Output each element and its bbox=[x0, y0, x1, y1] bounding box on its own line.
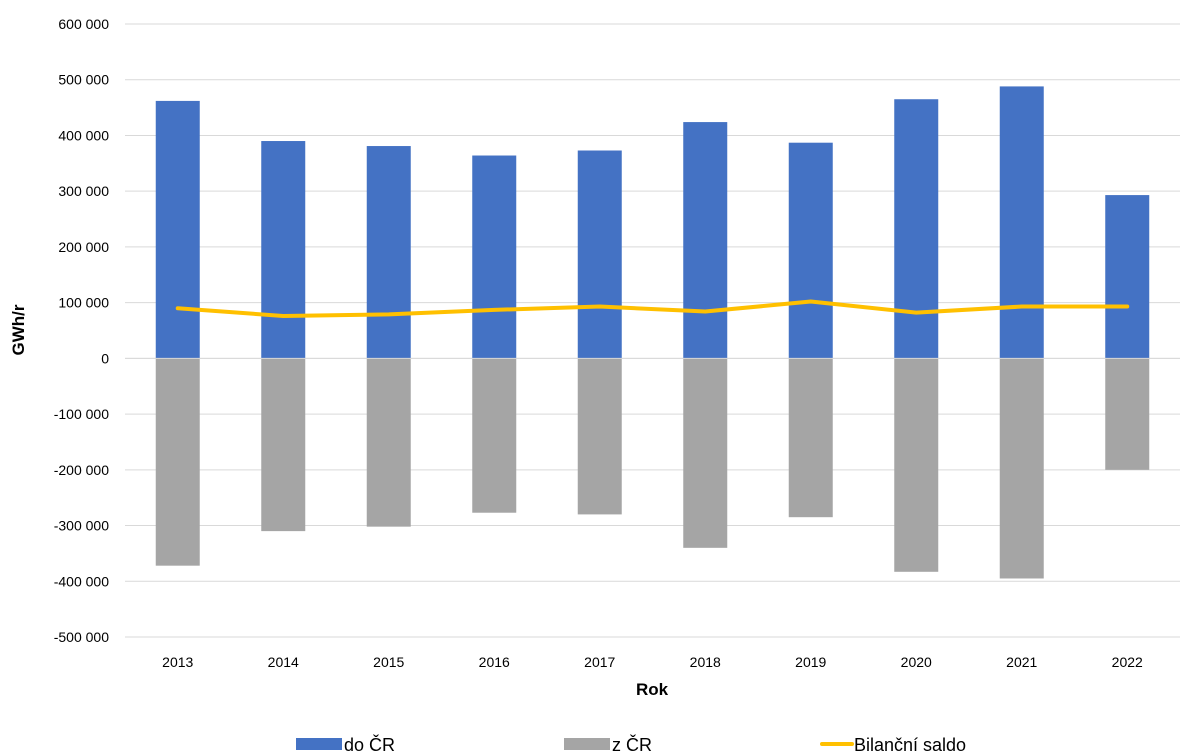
y-tick-labels: 600 000 500 000 400 000 300 000 200 000 100 0… bbox=[54, 16, 109, 645]
export-bar bbox=[366, 358, 411, 527]
x-axis-title: Rok bbox=[636, 680, 669, 699]
legend: do ČR z ČR Bilanční saldo bbox=[296, 734, 966, 753]
x-tick-label: 2022 bbox=[1112, 654, 1143, 670]
export-bar bbox=[155, 358, 200, 566]
import-bar bbox=[894, 99, 939, 359]
import-bar bbox=[683, 122, 728, 359]
x-tick-labels: 2013 2014 2015 2016 2017 2018 2019 2020 2021 2022 bbox=[162, 654, 1143, 670]
export-bar bbox=[894, 358, 939, 572]
x-tick-label: 2016 bbox=[479, 654, 510, 670]
export-bar bbox=[472, 358, 517, 513]
import-bar bbox=[788, 142, 833, 359]
y-tick-label: -500 000 bbox=[54, 629, 109, 645]
import-bar bbox=[155, 100, 200, 359]
y-tick-label: 100 000 bbox=[58, 295, 109, 311]
y-tick-label: -300 000 bbox=[54, 518, 109, 534]
export-bar bbox=[1105, 358, 1150, 470]
y-tick-label: -100 000 bbox=[54, 406, 109, 422]
balance-line-group bbox=[175, 299, 1130, 319]
y-tick-label: 200 000 bbox=[58, 239, 109, 255]
export-bar bbox=[261, 358, 306, 532]
import-bar bbox=[577, 150, 622, 359]
y-tick-label: -400 000 bbox=[54, 573, 109, 589]
legend-swatch bbox=[564, 738, 610, 750]
x-tick-label: 2021 bbox=[1006, 654, 1037, 670]
export-bar bbox=[683, 358, 728, 548]
x-tick-label: 2020 bbox=[901, 654, 932, 670]
x-tick-label: 2019 bbox=[795, 654, 826, 670]
legend-label: Bilanční saldo bbox=[854, 735, 966, 753]
y-tick-label: 0 bbox=[101, 350, 109, 366]
balance-line bbox=[175, 299, 1130, 319]
export-bar bbox=[577, 358, 622, 515]
x-tick-label: 2014 bbox=[268, 654, 299, 670]
bars bbox=[125, 86, 1180, 579]
x-tick-label: 2017 bbox=[584, 654, 615, 670]
import-bar bbox=[472, 155, 517, 359]
y-tick-label: -200 000 bbox=[54, 462, 109, 478]
y-axis-title: GWh/r bbox=[9, 304, 28, 355]
export-bar bbox=[999, 358, 1044, 579]
legend-swatch bbox=[296, 738, 342, 750]
y-tick-label: 600 000 bbox=[58, 16, 109, 32]
legend-label: z ČR bbox=[612, 734, 652, 753]
import-bar bbox=[999, 86, 1044, 359]
y-tick-label: 500 000 bbox=[58, 72, 109, 88]
import-bar bbox=[1105, 195, 1150, 359]
x-tick-label: 2015 bbox=[373, 654, 404, 670]
legend-label: do ČR bbox=[344, 734, 395, 753]
y-tick-label: 400 000 bbox=[58, 127, 109, 143]
y-tick-label: 300 000 bbox=[58, 183, 109, 199]
x-tick-label: 2013 bbox=[162, 654, 193, 670]
import-bar bbox=[261, 141, 306, 359]
import-bar bbox=[366, 146, 411, 359]
x-tick-label: 2018 bbox=[690, 654, 721, 670]
export-bar bbox=[788, 358, 833, 518]
